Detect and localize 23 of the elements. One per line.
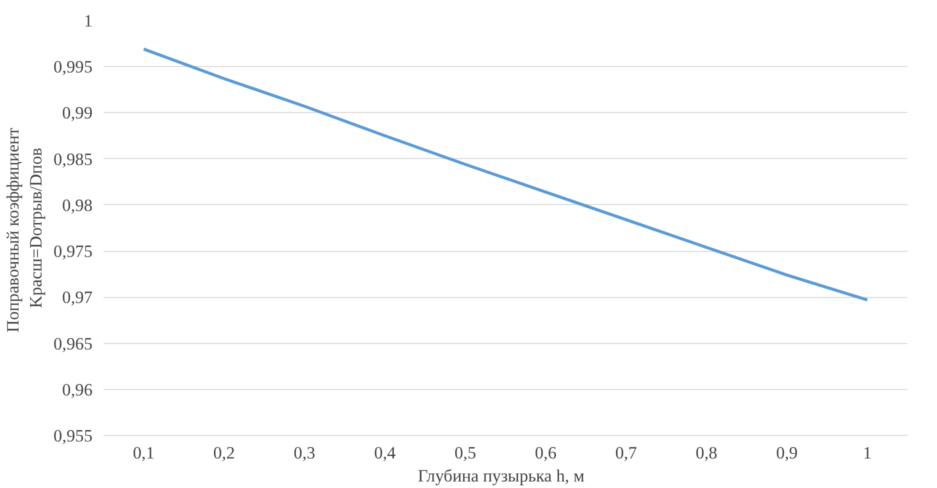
x-tick-label: 0,1	[132, 444, 155, 462]
y-tick-label: 0,975	[54, 242, 93, 262]
x-tick-label: 1	[862, 444, 872, 462]
x-axis-title: Глубина пузырька h, м	[418, 466, 585, 486]
y-tick-label: 0,955	[54, 426, 93, 446]
y-tick-label: 0,965	[54, 334, 93, 354]
y-tick-label: 0,97	[62, 288, 93, 308]
y-tick-label: 0,98	[62, 196, 93, 215]
x-tick-label: 0,4	[374, 444, 396, 462]
y-tick-label: 0,995	[54, 58, 93, 77]
y-tick-label: 0,985	[54, 150, 93, 169]
line-series	[142, 48, 869, 302]
x-tick-label: 0,3	[294, 444, 316, 462]
x-tick-label: 0,9	[776, 444, 798, 462]
y-tick-label: 1	[84, 12, 93, 30]
y-axis-title: Поправочный коэффициент Kрасш=Dотрыв/Dпов	[4, 127, 46, 333]
x-tick-label: 0,7	[615, 444, 638, 462]
x-tick-label: 0,5	[454, 444, 476, 462]
y-tick-label: 0,96	[62, 380, 93, 400]
y-tick-label: 0,99	[62, 104, 93, 123]
x-tick-label: 0,6	[534, 444, 557, 462]
x-tick-label: 0,8	[696, 444, 718, 462]
x-tick-label: 0,2	[213, 444, 235, 462]
